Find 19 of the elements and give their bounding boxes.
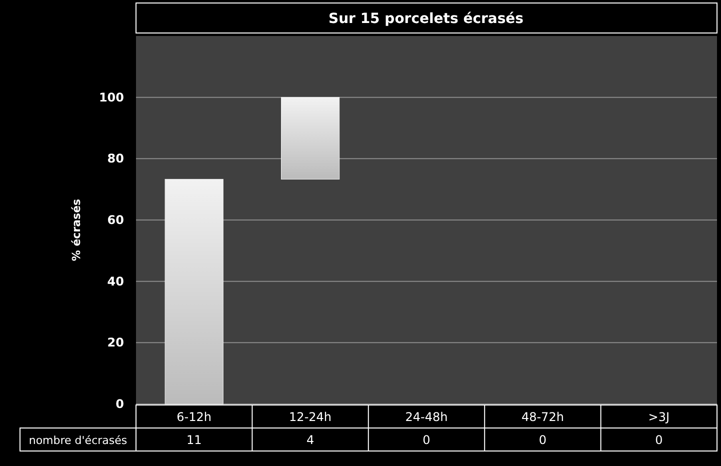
x-tick-label: 6-12h — [176, 410, 212, 424]
y-tick-label: 0 — [116, 397, 124, 411]
x-tick-label: >3J — [648, 410, 670, 424]
text: nombre d'écrasés — [28, 434, 128, 447]
chart-title: Sur 15 porcelets écrasés — [328, 11, 524, 27]
y-tick-label: 80 — [107, 152, 124, 166]
y-axis-title: % écrasés — [70, 198, 83, 262]
y-tick-label: 20 — [107, 336, 124, 350]
x-tick-label: 24-48h — [405, 410, 448, 424]
data-label: 11 — [186, 433, 202, 447]
x-tick-label: 48-72h — [521, 410, 564, 424]
data-label: 0 — [422, 433, 430, 447]
data-label: 4 — [306, 433, 314, 447]
data-label: 0 — [655, 433, 663, 447]
x-tick-label: 12-24h — [289, 410, 332, 424]
data-label: 0 — [538, 433, 547, 447]
y-tick-label: 40 — [107, 274, 124, 288]
y-tick-label: 100 — [98, 90, 124, 104]
y-tick-label: 60 — [107, 213, 124, 227]
